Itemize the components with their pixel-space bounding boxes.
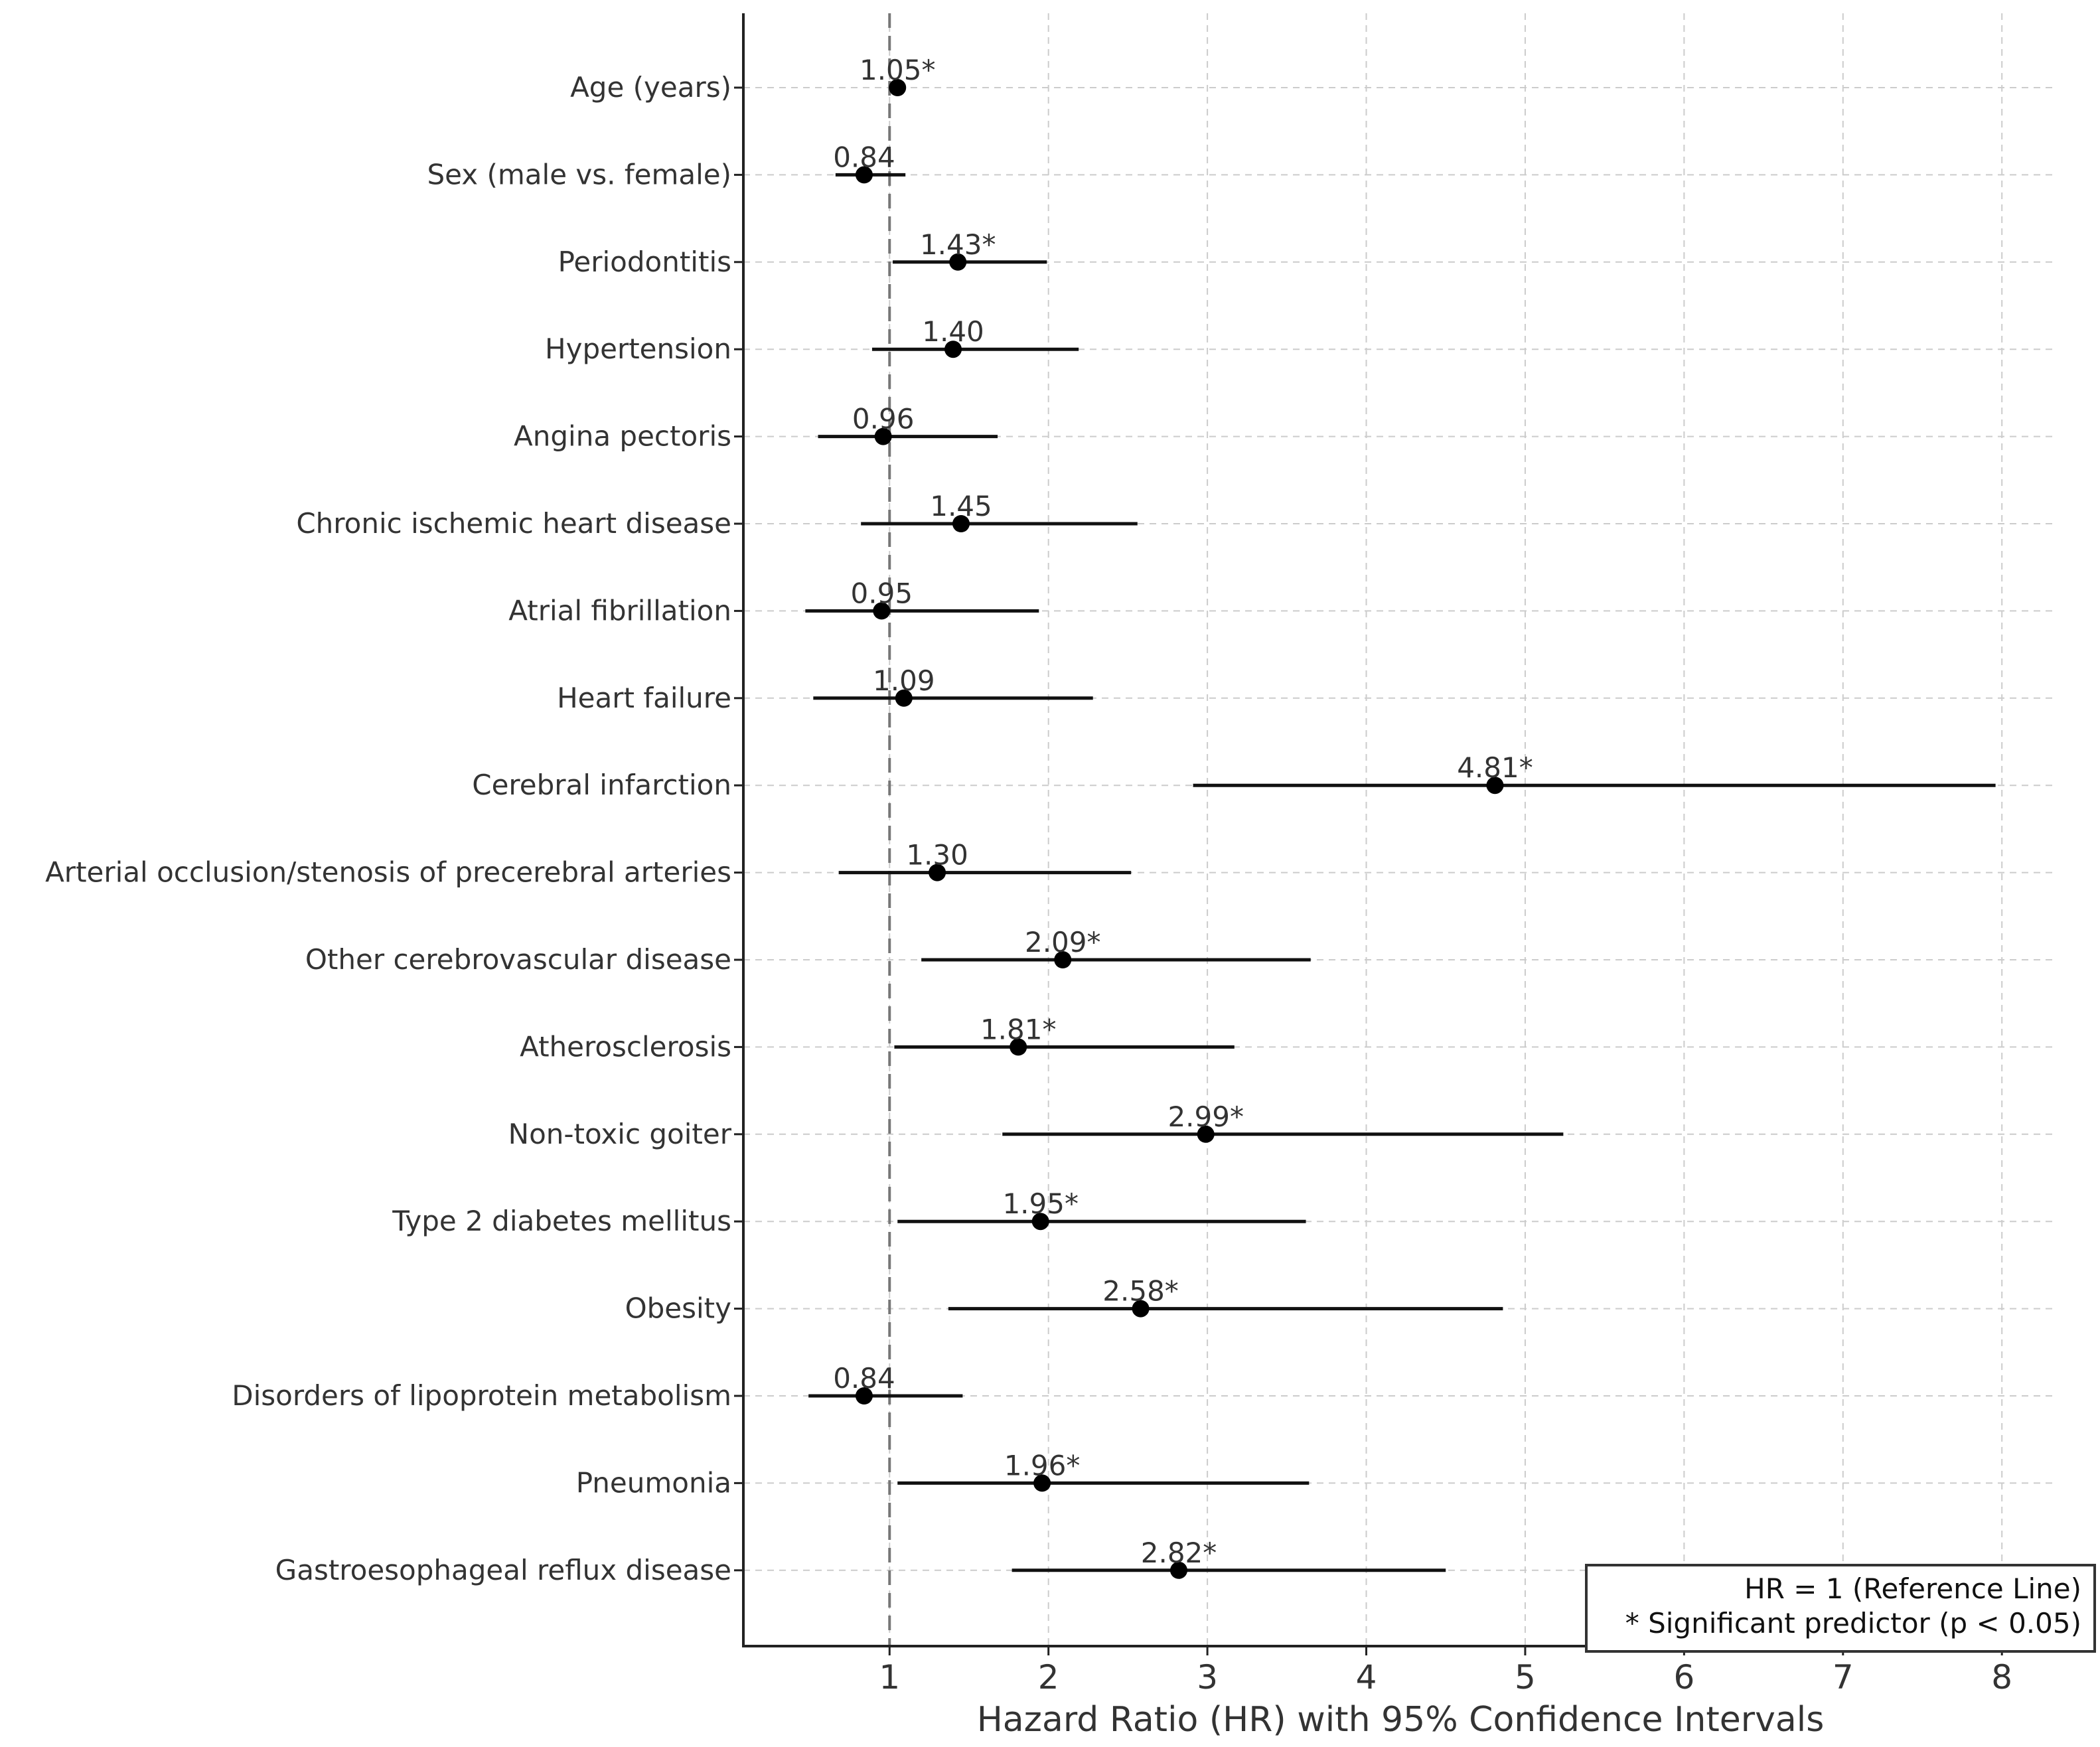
hr-point (1054, 951, 1072, 968)
hr-value-label: 1.45 (930, 490, 992, 522)
x-tick-label: 2 (1038, 1658, 1059, 1697)
category-label: Cerebral infarction (472, 769, 731, 801)
hr-value-label: 1.09 (873, 664, 935, 697)
value-labels: 1.05* 0.84 1.43* 1.40 0.96 1.45 0.95 1.09 4.81* 1… (833, 54, 1533, 1569)
hr-point (949, 253, 967, 271)
hr-value-label: 4.81* (1457, 751, 1533, 784)
hr-point (1170, 1561, 1188, 1579)
category-label: Pneumonia (576, 1466, 731, 1499)
hr-point (944, 341, 962, 358)
category-label: Chronic ischemic heart disease (296, 507, 731, 540)
hr-point (895, 689, 913, 707)
x-tick-label: 8 (1991, 1658, 2012, 1697)
category-label: Heart failure (557, 682, 731, 714)
hr-value-label: 1.05* (860, 54, 936, 86)
category-label: Other cerebrovascular disease (305, 943, 731, 976)
confidence-intervals (805, 86, 1996, 1572)
hr-value-label: 1.40 (922, 315, 984, 348)
category-label: Atherosclerosis (520, 1030, 731, 1063)
legend-box (1585, 1564, 2096, 1653)
category-label: Non-toxic goiter (508, 1118, 732, 1150)
hr-value-label: 1.43* (920, 228, 996, 261)
hr-value-label: 1.30 (906, 839, 968, 872)
x-tick-label: 5 (1515, 1658, 1536, 1697)
category-label: Atrial fibrillation (508, 594, 731, 627)
category-label: Gastroesophageal reflux disease (275, 1554, 731, 1586)
hazard-ratio-points (855, 79, 1504, 1579)
hr-point (1033, 1474, 1051, 1492)
hr-point (1010, 1038, 1027, 1056)
hr-point (1197, 1125, 1215, 1143)
x-tick-label: 3 (1197, 1658, 1218, 1697)
category-label: Arterial occlusion/stenosis of precerebr… (45, 856, 731, 889)
hr-point (874, 427, 892, 445)
hr-value-label: 2.09* (1025, 926, 1101, 958)
category-label: Type 2 diabetes mellitus (392, 1205, 731, 1237)
x-tick-labels: 1 2 3 4 5 6 7 8 (879, 1658, 2012, 1697)
legend: HR = 1 (Reference Line) * Significant pr… (1585, 1564, 2096, 1653)
hr-value-label: 0.84 (833, 141, 895, 173)
hr-value-label: 1.95* (1002, 1187, 1079, 1220)
hr-point (855, 166, 873, 184)
hr-value-label: 0.95 (851, 577, 913, 609)
x-tick-label: 1 (879, 1658, 900, 1697)
hr-point (873, 602, 891, 620)
category-label: Age (years) (570, 71, 731, 104)
hr-point (929, 864, 946, 881)
hr-value-label: 2.58* (1102, 1275, 1179, 1308)
category-label: Periodontitis (558, 246, 731, 278)
hr-point (1031, 1213, 1049, 1231)
category-label: Obesity (625, 1292, 731, 1325)
hr-point (952, 515, 970, 532)
x-tick-label: 4 (1356, 1658, 1377, 1697)
hr-point (855, 1387, 873, 1405)
category-label: Angina pectoris (514, 420, 731, 453)
hr-value-label: 1.96* (1004, 1449, 1081, 1481)
legend-line-significance: * Significant predictor (p < 0.05) (1625, 1607, 2081, 1639)
hr-value-label: 0.96 (852, 403, 915, 435)
x-tick-label: 7 (1833, 1658, 1854, 1697)
hr-value-label: 0.84 (833, 1362, 895, 1395)
category-labels: Age (years) Sex (male vs. female) Periodon… (45, 71, 732, 1586)
hr-point (1132, 1300, 1150, 1318)
category-label: Hypertension (545, 333, 731, 365)
x-tick-label: 6 (1673, 1658, 1694, 1697)
x-axis-title: Hazard Ratio (HR) with 95% Confidence In… (977, 1700, 1825, 1740)
hr-value-label: 2.82* (1141, 1537, 1217, 1569)
hr-point (889, 79, 907, 96)
legend-line-reference: HR = 1 (Reference Line) (1744, 1572, 2081, 1605)
category-label: Sex (male vs. female) (427, 158, 731, 190)
hr-value-label: 2.99* (1167, 1101, 1244, 1133)
category-label: Disorders of lipoprotein metabolism (232, 1379, 731, 1412)
hr-value-label: 1.81* (980, 1013, 1057, 1045)
hr-point (1486, 777, 1504, 795)
